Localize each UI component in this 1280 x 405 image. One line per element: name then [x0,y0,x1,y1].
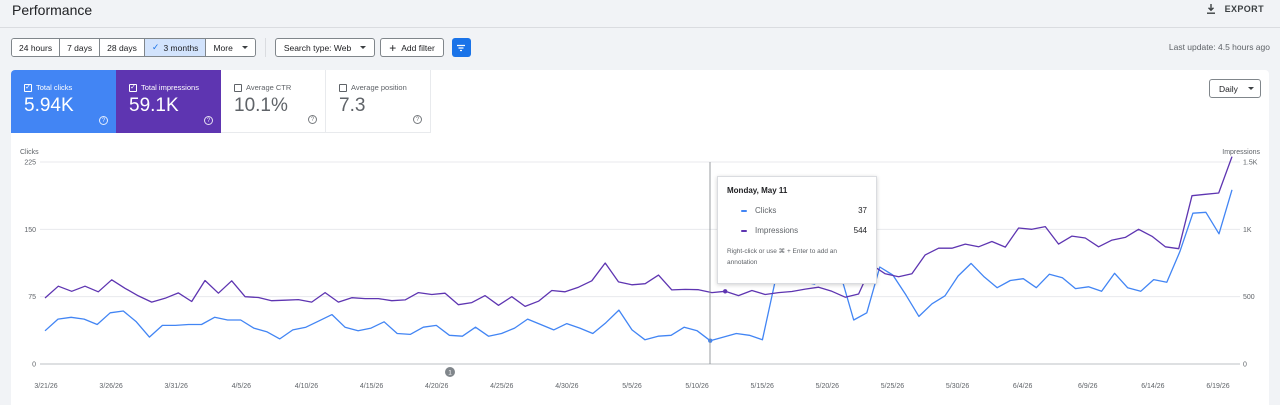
checkbox-checked-icon[interactable]: ✓ [24,83,32,92]
metric-average-position[interactable]: Average position 7.3 ? [326,70,431,133]
metric-value: 5.94K [24,95,74,116]
x-tick-label: 6/19/26 [1206,383,1229,390]
metric-label: Average position [351,83,407,92]
caret-down-icon [1247,87,1254,90]
x-tick-label: 4/10/26 [295,383,318,390]
range-3-months[interactable]: ✓ 3 months [144,39,207,56]
x-tick-label: 4/20/26 [425,383,448,390]
annotation-marker [445,367,455,377]
x-tick-label: 3/21/26 [34,383,57,390]
filter-toolbar: 24 hours 7 days 28 days ✓ 3 months More S… [11,38,471,57]
granularity-label: Daily [1219,83,1238,94]
metric-value: 59.1K [129,95,179,116]
y-tick-label-left: 225 [24,160,36,167]
range-label: 28 days [107,42,137,53]
tooltip-impressions-label: Impressions [755,226,799,235]
performance-card: ✓ Total clicks 5.94K ? ✓ Total impressions… [11,70,1269,405]
metric-total-impressions[interactable]: ✓ Total impressions 59.1K ? [116,70,221,133]
filter-settings-button[interactable] [451,38,471,57]
range-label: More [213,42,233,53]
tooltip-clicks-row: Clicks 37 [727,206,867,215]
metric-value: 10.1% [234,95,288,116]
series-line-impressions [44,156,1233,308]
x-tick-label: 6/4/26 [1013,383,1033,390]
x-tick-label: 4/30/26 [555,383,578,390]
plus-icon: + [389,40,397,55]
chart-tooltip: Monday, May 11 Clicks 37 Impressions 544… [717,176,877,284]
x-tick-label: 5/15/26 [751,383,774,390]
clicks-legend-dash [741,209,747,212]
y-tick-label-right: 0 [1243,362,1247,369]
metric-label: Average CTR [246,83,292,92]
filter-icon [457,44,466,51]
download-icon [1206,4,1215,14]
left-axis-title: Clicks [20,149,39,156]
x-tick-label: 4/25/26 [490,383,513,390]
toolbar-divider [264,38,266,57]
annotation-marker-label: 1 [448,369,452,376]
y-tick-label-left: 150 [24,227,36,234]
help-icon[interactable]: ? [204,116,213,125]
last-update-text: Last update: 4.5 hours ago [1168,42,1270,52]
tooltip-clicks-value: 37 [858,206,867,215]
range-label: 24 hours [19,42,53,53]
export-label: EXPORT [1224,4,1264,14]
caret-down-icon [360,46,367,49]
date-range-selector: 24 hours 7 days 28 days ✓ 3 months More [11,38,256,57]
y-tick-label-left: 75 [28,294,36,301]
checkbox-unchecked-icon[interactable] [234,83,242,92]
search-type-label: Search type: Web [283,42,352,53]
range-7-days[interactable]: 7 days [60,39,101,56]
y-tick-label-right: 500 [1243,294,1255,301]
metric-label: Total impressions [141,83,199,92]
range-24-hours[interactable]: 24 hours [12,39,61,56]
x-tick-label: 5/30/26 [946,383,969,390]
caret-down-icon [241,46,248,49]
help-icon[interactable]: ? [99,116,108,125]
granularity-dropdown[interactable]: Daily [1209,79,1261,98]
hover-point-impressions [722,289,728,294]
range-28-days[interactable]: 28 days [100,39,145,56]
checkbox-checked-icon[interactable]: ✓ [129,83,137,92]
search-type-dropdown[interactable]: Search type: Web [274,38,376,57]
y-tick-label-left: 0 [32,362,36,369]
check-icon: ✓ [151,42,160,52]
metric-label: Total clicks [36,83,73,92]
x-tick-label: 6/9/26 [1078,383,1098,390]
y-tick-label-right: 1.5K [1243,160,1258,167]
x-tick-label: 3/26/26 [99,383,122,390]
x-tick-label: 4/5/26 [232,383,252,390]
export-button[interactable]: EXPORT [1205,3,1264,15]
x-tick-label: 6/14/26 [1141,383,1164,390]
checkbox-unchecked-icon[interactable] [339,83,347,92]
metric-value: 7.3 [339,95,366,116]
page-title: Performance [12,2,93,18]
y-tick-label-right: 1K [1243,227,1252,234]
tooltip-impressions-value: 544 [853,226,867,235]
metric-total-clicks[interactable]: ✓ Total clicks 5.94K ? [11,70,116,133]
tooltip-impressions-row: Impressions 544 [727,226,867,235]
series-line-clicks [44,189,1233,342]
x-tick-label: 4/15/26 [360,383,383,390]
range-label: 3 months [163,42,199,53]
x-tick-label: 5/10/26 [685,383,708,390]
x-tick-label: 3/31/26 [165,383,188,390]
page-header: Performance EXPORT [0,0,1280,28]
add-filter-button[interactable]: + Add filter [380,38,444,57]
metric-average-ctr[interactable]: Average CTR 10.1% ? [221,70,326,133]
tooltip-clicks-label: Clicks [755,206,777,215]
x-tick-label: 5/5/26 [622,383,642,390]
right-axis-title: Impressions [1222,149,1260,156]
help-icon[interactable]: ? [413,115,422,124]
tooltip-date: Monday, May 11 [727,186,788,195]
impressions-legend-dash [741,229,747,232]
range-label: 7 days [67,42,93,53]
tooltip-annotation-hint: Right-click or use ⌘ + Enter to add an a… [727,248,838,267]
x-tick-label: 5/20/26 [816,383,839,390]
add-filter-label: Add filter [401,42,435,53]
x-tick-label: 5/25/26 [881,383,904,390]
range-more-dropdown[interactable]: More [206,39,255,56]
help-icon[interactable]: ? [308,115,317,124]
